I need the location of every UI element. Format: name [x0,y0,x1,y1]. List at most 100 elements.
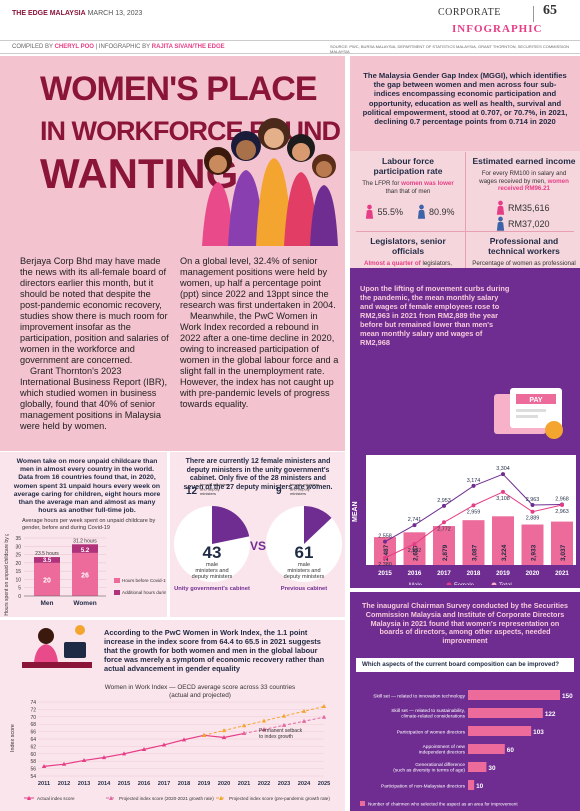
legend-swatch [114,590,120,595]
board-panel: The inaugural Chairman Survey conducted … [350,592,580,811]
male-count: 61 [295,543,314,562]
y-tick-label: 64 [30,737,36,743]
legend-marker [219,795,223,800]
x-tick-label: 2019 [198,781,210,787]
male-label: male [298,562,310,568]
male-value-label: 3,174 [467,478,481,484]
legend-swatch [114,578,120,583]
legend-swatch [491,582,497,585]
headline-line-1: WOMEN'S PLACE [40,70,318,108]
female-value: 55.5% [377,206,403,217]
annotation: Permanent setback [259,728,303,734]
male-value-label: 2,963 [526,497,540,503]
page-number: 65 [543,3,557,18]
female-value-label: 3,108 [496,496,510,502]
bar-value-label: 5.2 [81,548,90,554]
legend-label: Additional hours during Covid-19 [122,590,166,595]
paragraph: On a global level, 32.4% of senior manag… [180,256,336,310]
legend-marker [109,795,113,800]
coin-icon [545,421,563,439]
desc-text: than that of men [385,187,431,195]
woman-figure [310,154,338,246]
series-point [121,751,127,756]
salary-bar [433,526,455,565]
series-point [281,713,287,718]
x-tick-label: 2017 [437,570,451,577]
y-tick-label: 68 [30,722,36,728]
bar-value-label: 26 [81,572,89,579]
x-tick-label: 2025 [318,781,330,787]
x-tick-label: 2015 [118,781,130,787]
salary-chart: 2,487 2015 2,657 2016 2,879 2017 3,087 2018 3,22… [374,466,573,585]
bar-value-label: 60 [507,747,515,754]
x-tick-label: 2020 [218,781,230,787]
cell-title: Estimated earned income [472,156,576,166]
desc-highlight: Almost a quarter of [363,260,421,267]
female-value-label: 2,380 [378,562,392,568]
female-point [471,503,476,508]
male-row: RM37,020 [496,216,550,231]
cell-title: Professional and technical workers [488,236,560,256]
divider [533,6,534,22]
x-tick-label: 2012 [58,781,70,787]
female-point [412,542,417,547]
female-point [530,509,535,514]
x-tick-label: 2024 [298,781,311,787]
female-point [501,489,505,494]
x-tick-label: 2011 [38,781,50,787]
legend-label: Total [499,583,512,585]
cell-title: Legislators, senior officials [370,236,446,256]
bar-before [34,562,60,596]
legend-label: Female [454,583,475,585]
category-label: Generational difference [415,762,465,768]
body-column-1: Berjaya Corp Bhd may have made the news … [20,256,170,432]
cell-desc: The LFPR for women was lower than that o… [356,180,460,195]
series-point [221,728,227,733]
y-tick-label: 25 [15,553,21,559]
salary-bar [462,520,485,565]
series-point [281,722,287,727]
wiw-chart-title: Women in Work Index — OECD average score… [104,684,296,699]
board-question: Which aspects of the current board compo… [356,658,574,672]
y-tick-label: 20 [15,561,21,567]
female-label: ministers [200,491,216,496]
legend-label: Number of chairmen who selected the aspe… [368,802,518,807]
female-value-label: 2,889 [526,516,540,522]
x-tick-label: 2021 [238,781,250,787]
childcare-chart-title: Average hours per week spent on unpaid c… [22,518,156,531]
male-point [442,503,446,508]
legend-label: Projected index score (2020-2021 growth … [119,796,214,801]
board-bar [468,744,505,754]
male-value-label: 2,968 [555,497,569,503]
male-value-label: 3,304 [496,466,510,472]
bar-value-label: 2,487 [383,544,390,561]
category-label: climate-related considerations [401,714,465,720]
legend-swatch [401,582,407,585]
woman-figure [284,134,318,246]
y-tick-label: 62 [30,744,36,750]
female-row: RM35,616 [496,200,550,215]
legend-label: Actual index score [37,796,75,801]
series-point [241,723,247,728]
cell-desc: For every RM100 in salary and wages rece… [472,170,576,193]
legend-marker [27,795,31,800]
bar-value-label: 103 [533,729,544,736]
total-label: 31.2 hours [73,538,97,544]
pay-label: PAY [529,397,543,404]
y-tick-label: 56 [30,767,36,773]
bar-additional [72,544,98,553]
male-label: deputy ministers [284,574,325,580]
female-value-label: 2,963 [555,509,569,515]
y-tick-label: 66 [30,730,36,736]
page-header: THE EDGE MALAYSIA MARCH 13, 2023 CORPORA… [0,0,580,36]
salary-bar [492,516,514,565]
series-point [61,761,67,766]
y-tick-label: 58 [30,759,36,765]
female-value-label: 2,772 [437,526,451,532]
male-value-label: 2,558 [378,534,392,540]
desc-text: The LFPR for [362,180,402,187]
y-axis-label: Index score [10,724,16,752]
female-value-label: 2,959 [467,509,481,515]
woman-figure [202,147,234,246]
